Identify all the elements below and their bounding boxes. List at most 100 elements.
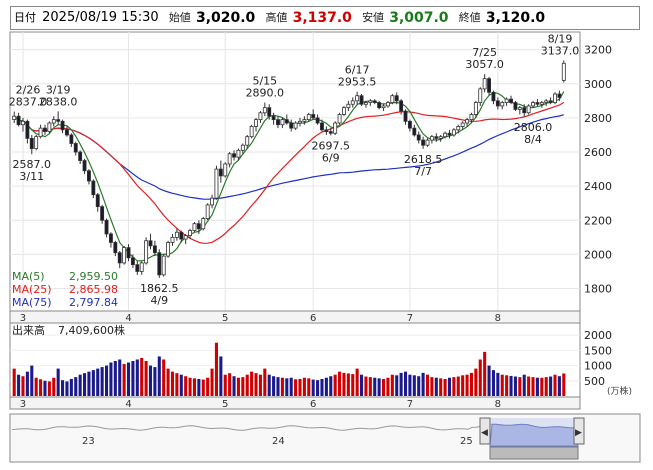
candle-body: [126, 247, 131, 259]
volume-bar: [61, 380, 65, 396]
annotation-date: 6/17: [345, 64, 370, 77]
date-label: 日付: [14, 11, 36, 24]
volume-bar: [289, 377, 293, 396]
volume-bar: [447, 377, 452, 396]
candle-body: [342, 107, 346, 115]
volume-bar: [148, 365, 153, 396]
candle-body: [482, 78, 487, 90]
candle-body: [100, 206, 105, 221]
volume-bar: [170, 371, 175, 396]
high-value: 3,137.0: [292, 10, 352, 26]
volume-bar: [483, 351, 487, 396]
candle-body: [38, 127, 43, 138]
chevron-right-icon: ▶: [575, 428, 582, 438]
volume-bar: [364, 376, 368, 396]
candle-body: [429, 136, 434, 141]
annotation-date: 7/7: [414, 165, 432, 178]
volume-bar: [241, 377, 245, 396]
volume-bar: [338, 371, 342, 396]
candle-body: [188, 230, 193, 237]
volume-bar: [500, 374, 504, 396]
candle-body: [95, 194, 100, 208]
volume-bar: [250, 371, 254, 396]
volume-bar: [351, 374, 355, 396]
candle-body: [91, 180, 96, 196]
candle-body: [385, 102, 390, 107]
candle-body: [302, 119, 307, 122]
candle-body: [465, 119, 470, 124]
price-tick-label: 2000: [584, 248, 612, 261]
candle-body: [390, 95, 395, 103]
candle-body: [491, 91, 496, 102]
candle-body: [553, 93, 557, 103]
candle-body: [170, 236, 175, 243]
candle-body: [218, 168, 223, 177]
candle-body: [210, 197, 214, 206]
volume-bar: [179, 374, 183, 396]
candle-body: [201, 218, 206, 230]
annotation-date: 3/19: [46, 83, 71, 96]
volume-bar: [518, 377, 522, 396]
volume-bar: [43, 380, 47, 396]
candle-body: [122, 247, 127, 264]
candle-body: [166, 242, 171, 257]
candle-body: [227, 153, 232, 165]
volume-bar: [69, 378, 73, 396]
candle-body: [267, 107, 272, 117]
candle-body: [377, 102, 382, 109]
ma25-legend-label: MA(25): [12, 283, 52, 296]
candle-body: [522, 107, 527, 114]
close-label: 終値: [458, 11, 481, 24]
navigator-scrollbar[interactable]: [489, 446, 579, 460]
volume-bar: [175, 373, 179, 396]
candle-body: [236, 149, 241, 158]
volume-bar: [254, 373, 258, 396]
volume-bar: [360, 374, 364, 396]
candle-body: [328, 131, 333, 134]
annotation-value: 2697.5: [312, 139, 351, 152]
volume-bar: [113, 361, 117, 396]
candle-body: [394, 95, 399, 102]
volume-bar: [342, 372, 346, 396]
volume-bar: [461, 375, 465, 396]
candle-body: [324, 129, 329, 132]
volume-tick-label: 500: [584, 375, 605, 388]
volume-bar: [39, 379, 43, 396]
volume-bar: [126, 362, 131, 396]
volume-bar: [12, 368, 16, 396]
candle-body: [179, 231, 184, 240]
candle-body: [25, 120, 30, 139]
candle-body: [196, 223, 201, 230]
annotation-value: 2953.5: [338, 76, 377, 89]
candle-body: [174, 231, 179, 238]
candle-body: [276, 119, 280, 126]
candle-body: [205, 204, 210, 219]
quote-header: 日付 2025/08/19 15:30 始値 3,020.0 高値 3,137.…: [10, 6, 640, 30]
volume-bar: [417, 376, 421, 396]
annotation-value: 1862.5: [140, 282, 179, 295]
candle-body: [43, 127, 47, 132]
price-tick-label: 2800: [584, 112, 612, 125]
open-value: 3,020.0: [195, 10, 256, 26]
volume-bar: [474, 368, 478, 396]
candle-body: [245, 136, 250, 146]
volume-bar: [184, 376, 188, 396]
x-tick-label-volume: 3: [20, 399, 26, 410]
volume-bar: [131, 361, 135, 396]
volume-bar: [236, 377, 240, 396]
candle-body: [438, 136, 443, 139]
navigator-left-handle[interactable]: [479, 417, 491, 445]
navigator-label-25: 25: [460, 436, 473, 447]
volume-bar: [324, 377, 328, 396]
candle-body: [451, 129, 456, 136]
navigator-right-handle[interactable]: [573, 417, 585, 445]
candle-body: [262, 107, 267, 114]
candle-body: [412, 127, 417, 136]
volume-bar: [412, 375, 416, 396]
candle-body: [306, 114, 311, 121]
volume-bar: [553, 374, 557, 396]
annotation-date: 6/9: [322, 151, 340, 164]
candle-body: [504, 98, 509, 103]
volume-bar: [56, 368, 60, 396]
